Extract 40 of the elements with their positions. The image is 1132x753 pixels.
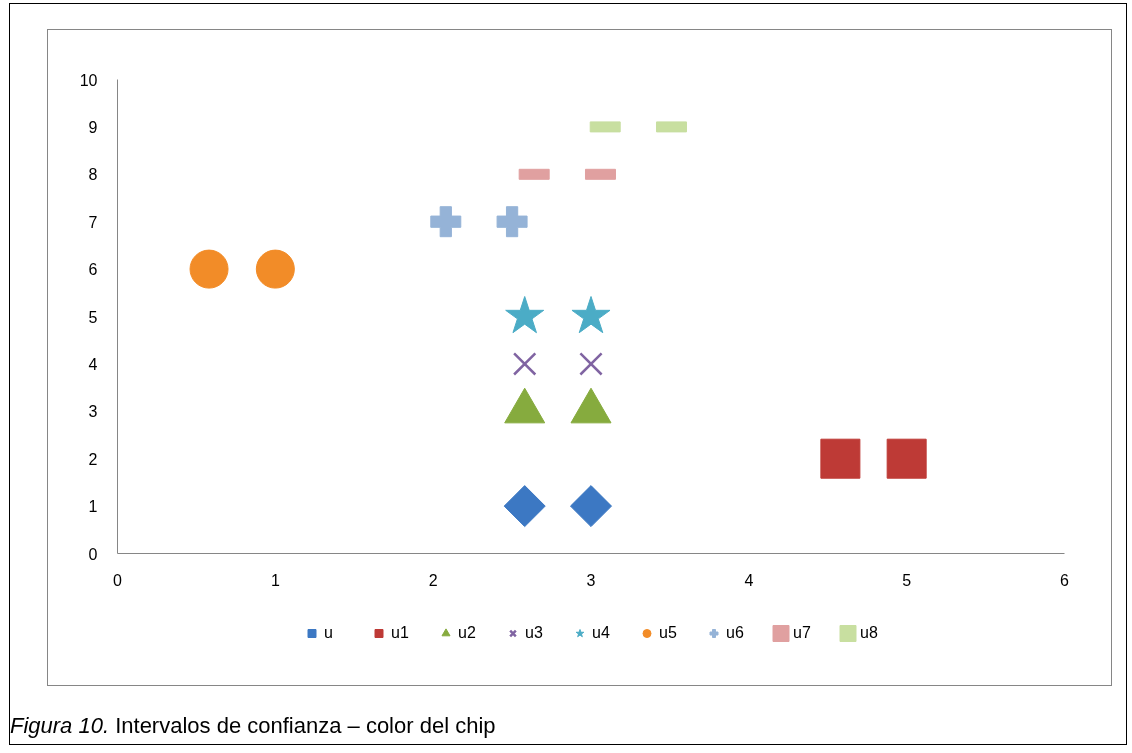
y-tick-label: 10	[79, 71, 98, 89]
x-tick-label: 4	[744, 571, 754, 589]
point	[512, 352, 537, 376]
x-tick-label: 6	[1060, 571, 1070, 589]
point	[886, 438, 927, 479]
y-tick-label: 9	[88, 118, 98, 136]
legend-label: u7	[793, 624, 812, 642]
point	[505, 296, 545, 334]
x-tick-label: 3	[586, 571, 596, 589]
legend-label: u	[324, 624, 334, 642]
legend-label: u4	[592, 624, 611, 642]
point	[255, 249, 295, 289]
y-tick-label: 6	[88, 261, 98, 279]
legend-label: u3	[525, 624, 544, 642]
legend-label: u5	[659, 624, 678, 642]
x-tick-label: 5	[902, 571, 912, 589]
y-tick-label: 4	[88, 355, 98, 373]
text: Figura 10. Intervalos de confianza – color del chip	[10, 712, 496, 740]
point	[579, 352, 603, 376]
y-tick-label: 0	[88, 545, 98, 563]
point	[189, 249, 229, 289]
y-tick-label: 8	[88, 166, 98, 184]
legend-label: u1	[391, 624, 410, 642]
y-tick-label: 2	[88, 450, 98, 468]
legend-label: u8	[860, 624, 879, 642]
point	[503, 485, 546, 528]
point	[820, 438, 861, 479]
x-tick-label: 0	[113, 571, 123, 589]
point	[571, 296, 611, 334]
x-tick-label: 1	[270, 571, 280, 589]
y-tick-label: 1	[88, 498, 98, 516]
point	[430, 206, 462, 238]
legend-label: u6	[726, 624, 745, 642]
point	[496, 206, 528, 238]
y-tick-label: 3	[88, 403, 98, 421]
y-tick-label: 7	[88, 213, 98, 231]
x-tick-label: 2	[428, 571, 438, 589]
legend-label: u2	[458, 624, 477, 642]
point	[569, 485, 613, 528]
y-tick-label: 5	[88, 308, 98, 326]
